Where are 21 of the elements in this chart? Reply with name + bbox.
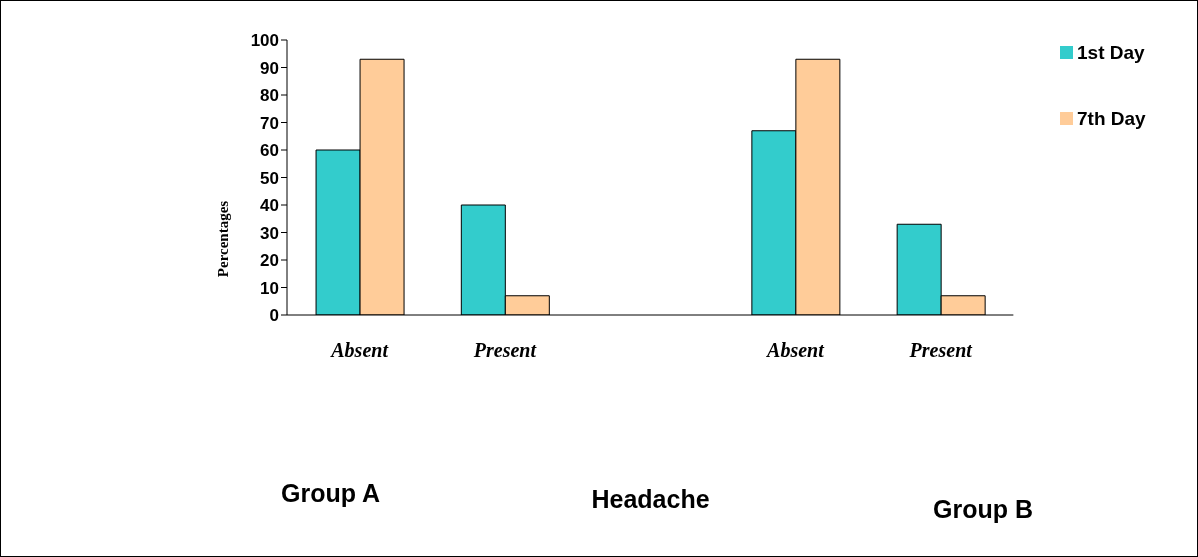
y-tick-label: 40 [260,196,279,216]
y-tick-label: 0 [269,306,279,326]
y-tick-label: 10 [260,278,279,298]
y-tick-label: 50 [260,168,279,188]
legend-label: 1st Day [1077,42,1145,64]
y-tick-label: 30 [260,223,279,243]
x-tick-label: Present [472,339,538,362]
y-tick-label: 20 [260,251,279,271]
y-tick-label: 60 [260,141,279,161]
y-tick-label: 100 [250,31,279,51]
text: Group B [933,495,1033,524]
y-axis-title: Percentages [215,200,232,278]
x-tick-label: Absent [765,339,826,362]
text: Group A [281,479,381,508]
x-tick-label: Present [908,339,974,362]
x-tick-label: Absent [329,339,390,362]
y-tick-label: 80 [260,86,279,106]
y-tick-label: 90 [260,58,279,78]
legend-label: 7th Day [1077,108,1146,130]
y-tick-label: 70 [260,113,279,133]
x-axis-title: Headache [591,485,710,514]
